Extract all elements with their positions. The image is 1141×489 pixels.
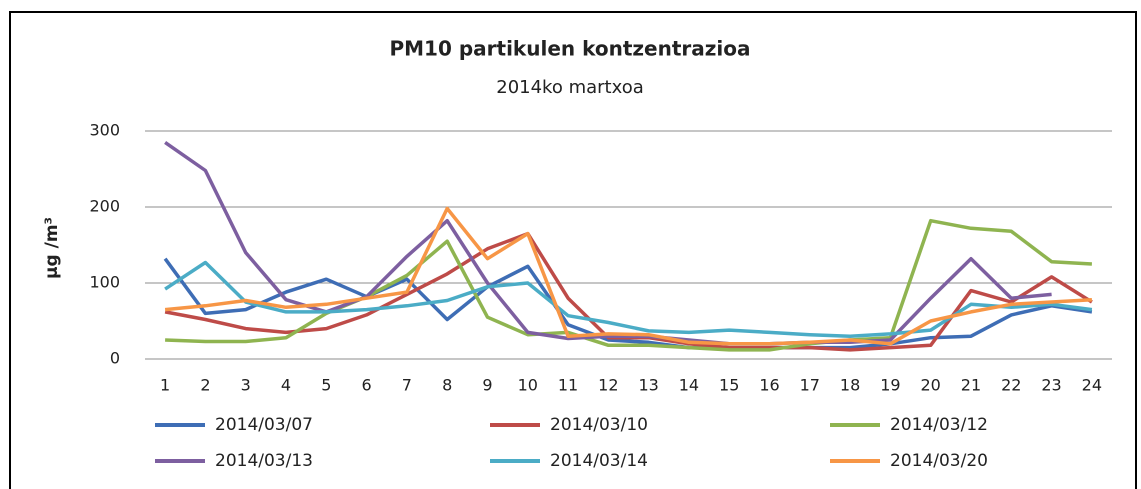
x-tick-label: 15 [719, 376, 739, 395]
x-tick-label: 2 [200, 376, 210, 395]
series-line [165, 218, 1092, 352]
x-tick-label: 9 [482, 376, 492, 395]
x-tick-label: 19 [880, 376, 900, 395]
x-tick-label: 12 [598, 376, 618, 395]
series-line [164, 140, 1052, 346]
x-tick-label: 17 [800, 376, 820, 395]
x-tick-label: 14 [679, 376, 699, 395]
x-tick-label: 10 [518, 376, 538, 395]
legend-label: 2014/03/07 [215, 415, 313, 435]
x-tick-label: 4 [281, 376, 291, 395]
y-axis-label: µg /m³ [42, 217, 62, 279]
x-tick-label: 5 [321, 376, 331, 395]
y-tick-label: 100 [89, 273, 120, 292]
series-line [164, 206, 1092, 346]
x-tick-label: 24 [1082, 376, 1102, 395]
y-tick-label: 200 [89, 197, 120, 216]
chart-frame [9, 11, 1137, 489]
chart-title: PM10 partikulen kontzentrazioa [389, 37, 750, 61]
x-tick-label: 6 [362, 376, 372, 395]
x-tick-label: 1 [160, 376, 170, 395]
legend-label: 2014/03/10 [550, 415, 648, 435]
legend-label: 2014/03/14 [550, 451, 648, 471]
x-tick-label: 18 [840, 376, 860, 395]
x-tick-label: 8 [442, 376, 452, 395]
series-line [164, 260, 1093, 338]
chart-subtitle: 2014ko martxoa [496, 77, 644, 98]
y-tick-label: 300 [89, 121, 120, 140]
x-tick-label: 13 [638, 376, 658, 395]
x-tick-label: 20 [921, 376, 941, 395]
x-tick-label: 7 [402, 376, 412, 395]
x-tick-label: 16 [759, 376, 779, 395]
x-tick-label: 11 [558, 376, 578, 395]
legend-label: 2014/03/13 [215, 451, 313, 471]
x-tick-label: 3 [241, 376, 251, 395]
x-tick-label: 22 [1001, 376, 1021, 395]
x-tick-label: 21 [961, 376, 981, 395]
legend-label: 2014/03/20 [890, 451, 988, 471]
y-tick-label: 0 [110, 349, 120, 368]
x-tick-label: 23 [1041, 376, 1061, 395]
legend-label: 2014/03/12 [890, 415, 988, 435]
